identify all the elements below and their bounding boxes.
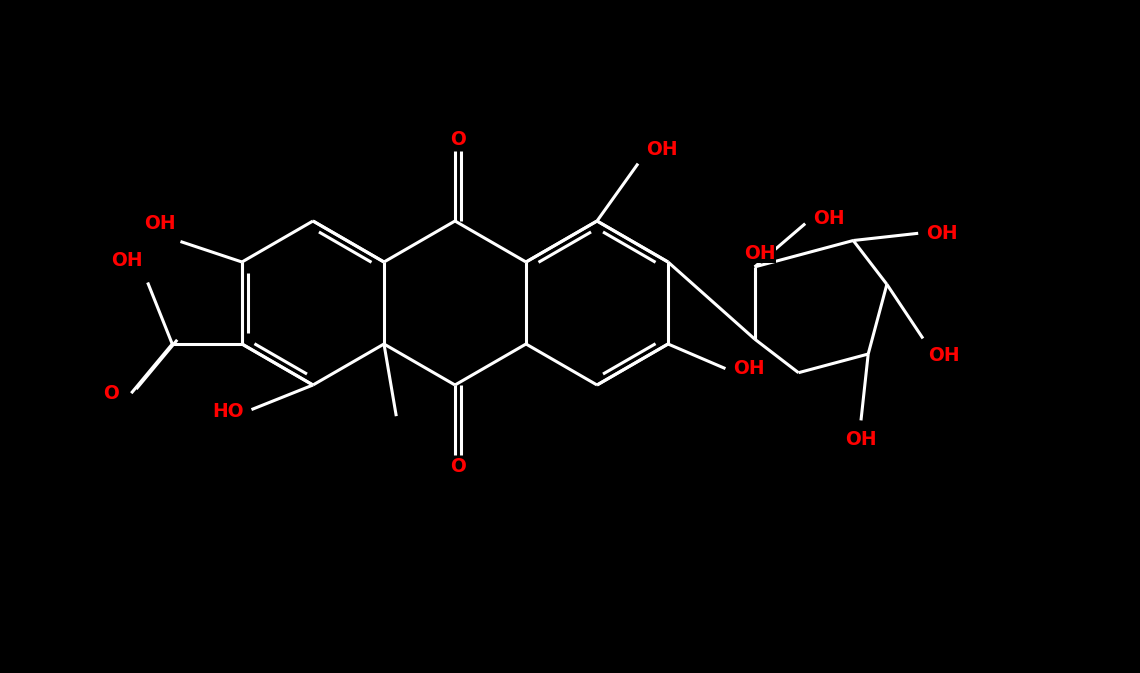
Text: OH: OH [926,224,958,243]
Text: OH: OH [646,139,677,159]
Text: OH: OH [111,252,142,271]
Text: OH: OH [744,244,775,262]
Text: HO: HO [212,402,244,421]
Text: O: O [450,131,466,149]
Text: OH: OH [813,209,845,228]
Text: O: O [104,384,120,402]
Text: OH: OH [144,215,176,234]
Text: O: O [450,457,466,476]
Text: OH: OH [928,347,960,365]
Text: OH: OH [733,359,765,378]
Text: OH: OH [845,431,877,450]
